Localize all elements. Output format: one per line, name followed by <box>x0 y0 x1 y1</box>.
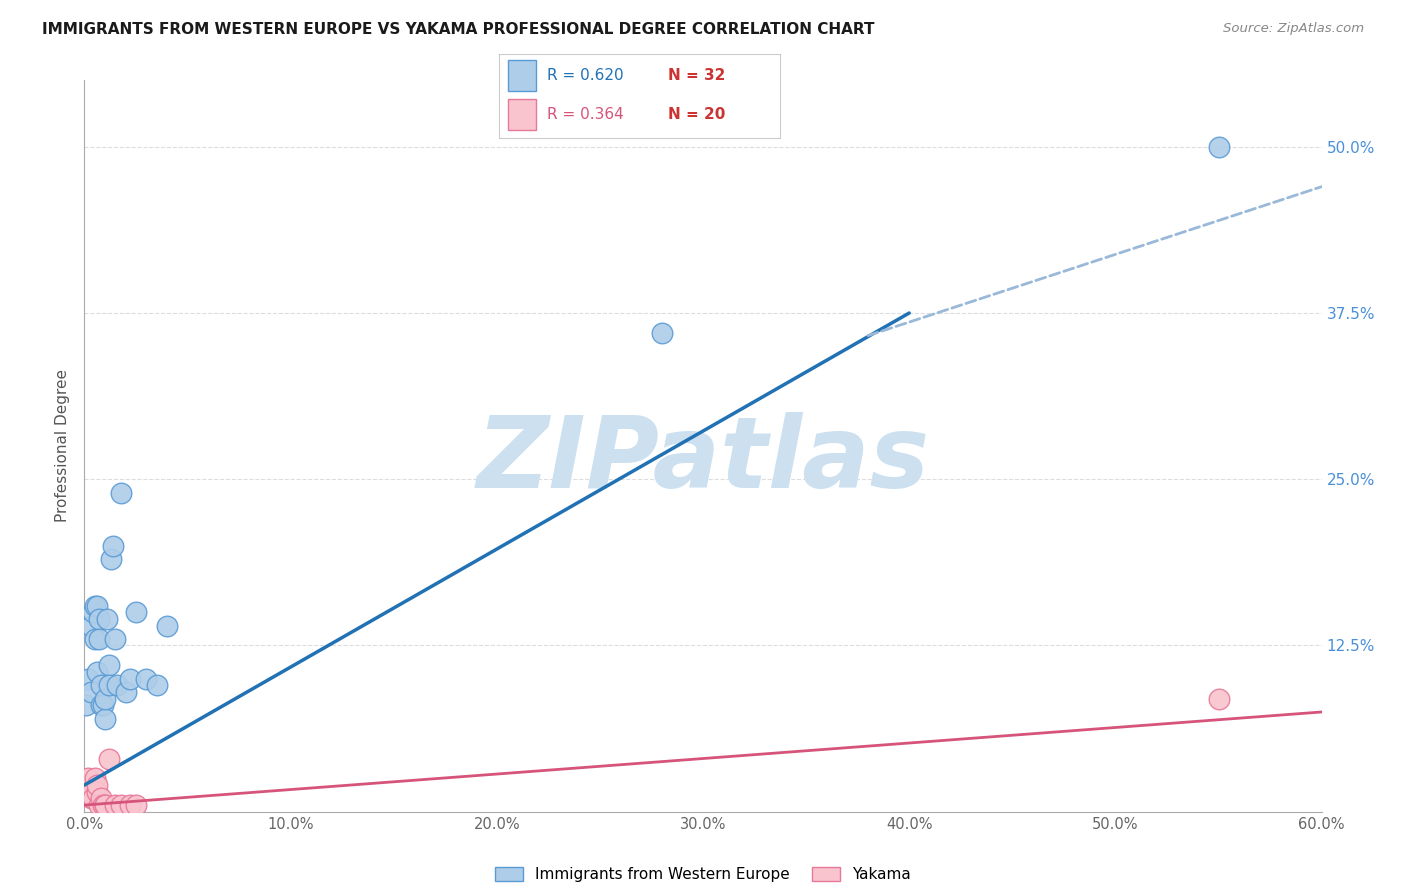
Point <box>91 698 114 713</box>
Point <box>82 791 104 805</box>
Legend: Immigrants from Western Europe, Yakama: Immigrants from Western Europe, Yakama <box>489 861 917 888</box>
Point <box>110 485 132 500</box>
Point <box>75 698 97 713</box>
Point <box>104 798 127 813</box>
Text: N = 20: N = 20 <box>668 107 725 122</box>
Point <box>79 791 101 805</box>
Point <box>83 599 105 613</box>
Point <box>86 665 108 679</box>
Point <box>83 632 105 646</box>
Point <box>118 798 141 813</box>
Point <box>94 798 117 813</box>
Point <box>94 691 117 706</box>
Point <box>94 712 117 726</box>
Bar <box>508 61 536 91</box>
Point <box>98 678 121 692</box>
Point <box>90 791 112 805</box>
Point <box>135 672 157 686</box>
Point <box>83 772 105 786</box>
Point <box>118 672 141 686</box>
Point <box>1208 691 1230 706</box>
Point <box>79 618 101 632</box>
Point <box>105 678 128 692</box>
Point <box>91 798 114 813</box>
Point <box>82 605 104 619</box>
Point <box>77 772 100 786</box>
Point <box>86 599 108 613</box>
Point <box>1208 140 1230 154</box>
Text: R = 0.620: R = 0.620 <box>547 68 623 83</box>
Point <box>110 798 132 813</box>
Point <box>651 326 673 340</box>
Text: ZIPatlas: ZIPatlas <box>477 412 929 509</box>
Point <box>90 698 112 713</box>
Text: N = 32: N = 32 <box>668 68 725 83</box>
Point <box>125 798 148 813</box>
Point <box>77 672 100 686</box>
Y-axis label: Professional Degree: Professional Degree <box>55 369 70 523</box>
Point <box>87 798 110 813</box>
Point <box>100 552 122 566</box>
Point <box>125 605 148 619</box>
Text: R = 0.364: R = 0.364 <box>547 107 624 122</box>
Point <box>79 685 101 699</box>
Point <box>75 778 97 792</box>
Bar <box>508 99 536 130</box>
Point <box>103 539 125 553</box>
Point <box>114 685 136 699</box>
Text: IMMIGRANTS FROM WESTERN EUROPE VS YAKAMA PROFESSIONAL DEGREE CORRELATION CHART: IMMIGRANTS FROM WESTERN EUROPE VS YAKAMA… <box>42 22 875 37</box>
Point <box>86 778 108 792</box>
Point <box>94 798 117 813</box>
Point <box>156 618 179 632</box>
Point <box>79 785 101 799</box>
Text: Source: ZipAtlas.com: Source: ZipAtlas.com <box>1223 22 1364 36</box>
Point <box>90 678 112 692</box>
Point <box>87 612 110 626</box>
Point <box>145 678 167 692</box>
Point <box>104 632 127 646</box>
Point <box>86 785 108 799</box>
Point <box>96 612 118 626</box>
Point <box>98 751 121 765</box>
Point <box>87 632 110 646</box>
Point <box>77 785 100 799</box>
Point <box>98 658 121 673</box>
